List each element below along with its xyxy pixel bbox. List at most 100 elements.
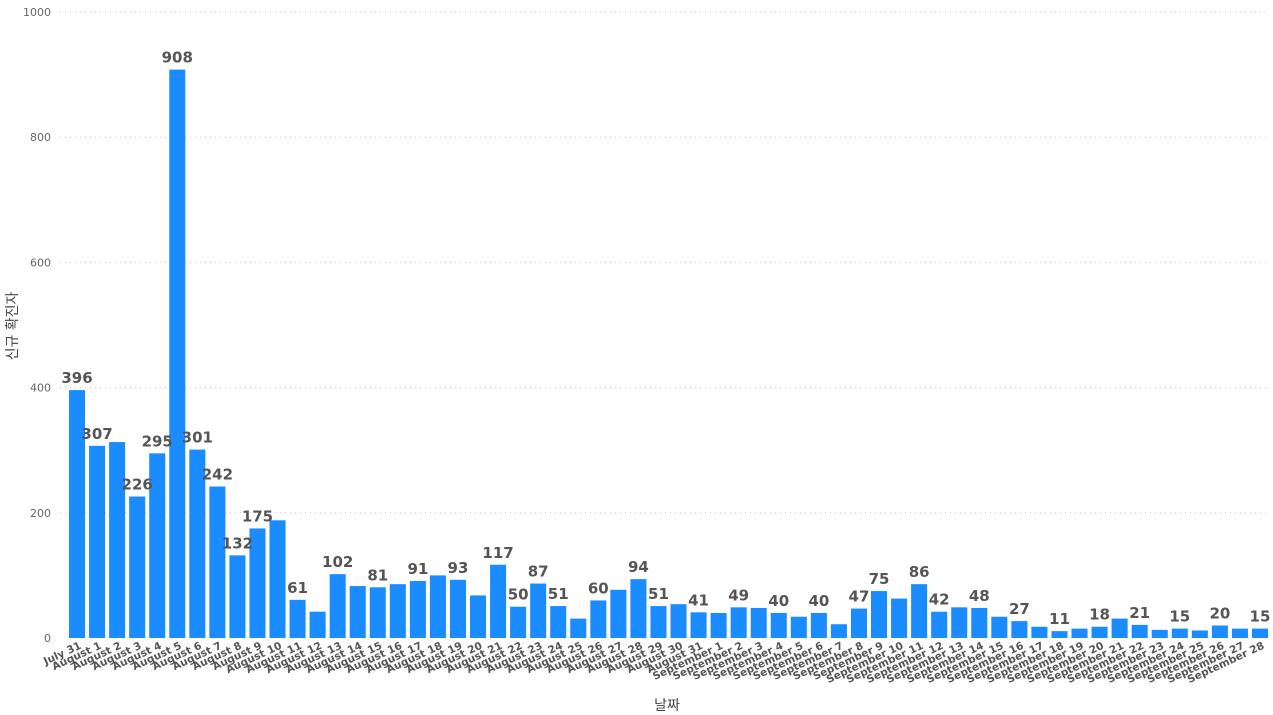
data-label: 226 <box>122 476 153 494</box>
bar <box>109 442 126 638</box>
data-label: 40 <box>768 592 789 610</box>
data-label: 15 <box>1169 608 1190 626</box>
data-label: 49 <box>728 586 749 604</box>
bar <box>349 586 366 638</box>
data-labels: 396 307 226 295 908 301 242 132 175 61 102 81 91 93 11… <box>61 49 1270 629</box>
bar <box>389 584 406 638</box>
bar <box>951 607 968 638</box>
data-label: 18 <box>1089 606 1110 624</box>
data-label: 242 <box>202 466 233 484</box>
data-label: 117 <box>482 544 513 562</box>
y-tick-label: 1000 <box>23 6 51 19</box>
bar <box>931 611 948 638</box>
bar <box>1231 628 1248 638</box>
bar <box>770 612 787 638</box>
bar <box>309 611 326 638</box>
data-label: 86 <box>909 563 930 581</box>
data-label: 295 <box>142 432 173 450</box>
bar <box>991 616 1008 638</box>
bar <box>369 587 386 638</box>
data-label: 47 <box>849 588 870 606</box>
bar <box>971 607 988 638</box>
y-tick-label: 400 <box>30 382 51 395</box>
bar <box>449 579 466 638</box>
data-label: 15 <box>1250 608 1271 626</box>
y-tick-label: 600 <box>30 256 51 269</box>
y-axis-title: 신규 확진자 <box>5 291 21 360</box>
bar <box>189 449 206 638</box>
bar <box>850 608 867 638</box>
data-label: 51 <box>648 585 669 603</box>
data-label: 41 <box>688 591 709 609</box>
bar <box>329 574 346 638</box>
bar <box>1111 618 1128 638</box>
bar <box>1131 624 1148 638</box>
y-tick-label: 800 <box>30 131 51 144</box>
bar <box>149 453 166 638</box>
bars <box>69 69 1268 639</box>
bar <box>590 600 607 638</box>
bar <box>830 624 847 638</box>
bar <box>1211 625 1228 638</box>
bar <box>209 486 226 638</box>
bar <box>510 606 527 638</box>
bar <box>89 445 106 638</box>
bar <box>810 612 827 638</box>
data-label: 60 <box>588 579 609 597</box>
y-axis-ticks: 0 200 400 600 800 1000 <box>23 6 51 645</box>
y-tick-label: 0 <box>44 632 51 645</box>
data-label: 20 <box>1209 604 1230 622</box>
data-label: 102 <box>322 553 353 571</box>
bar <box>129 496 146 638</box>
data-label: 81 <box>367 566 388 584</box>
data-label: 48 <box>969 587 990 605</box>
bar <box>630 579 647 638</box>
bar <box>1051 631 1068 638</box>
bar <box>269 520 286 638</box>
bar <box>1251 628 1268 638</box>
bar <box>530 583 547 638</box>
bar <box>911 584 928 638</box>
data-label: 908 <box>162 49 193 67</box>
bar <box>1151 629 1168 638</box>
data-label: 132 <box>222 534 253 552</box>
bar <box>650 606 667 638</box>
data-label: 27 <box>1009 600 1030 618</box>
bar <box>229 555 246 638</box>
data-label: 61 <box>287 579 308 597</box>
x-axis-title: 날짜 <box>654 698 680 714</box>
bar <box>1011 621 1028 638</box>
bar <box>710 612 727 638</box>
bar <box>570 618 587 638</box>
bar <box>891 598 908 638</box>
data-label: 87 <box>528 563 549 581</box>
data-label: 91 <box>407 560 428 578</box>
data-label: 42 <box>929 591 950 609</box>
bar <box>670 604 687 638</box>
bar <box>550 606 567 638</box>
data-label: 51 <box>548 585 569 603</box>
bar <box>429 575 446 638</box>
data-label: 50 <box>508 586 529 604</box>
bar <box>169 69 186 639</box>
data-label: 11 <box>1049 610 1070 628</box>
bar <box>1171 628 1188 638</box>
data-label: 40 <box>808 592 829 610</box>
data-label: 75 <box>869 570 890 588</box>
data-label: 94 <box>628 558 649 576</box>
data-label: 175 <box>242 507 273 525</box>
bar <box>490 564 507 638</box>
data-label: 93 <box>448 559 469 577</box>
data-label: 21 <box>1129 604 1150 622</box>
bar <box>69 390 86 638</box>
data-label: 307 <box>81 425 112 443</box>
bar <box>289 599 306 638</box>
bar <box>871 591 888 638</box>
data-label: 396 <box>61 369 92 387</box>
bar <box>790 616 807 638</box>
bar <box>610 589 627 638</box>
bar <box>1091 626 1108 638</box>
bar <box>470 595 487 638</box>
